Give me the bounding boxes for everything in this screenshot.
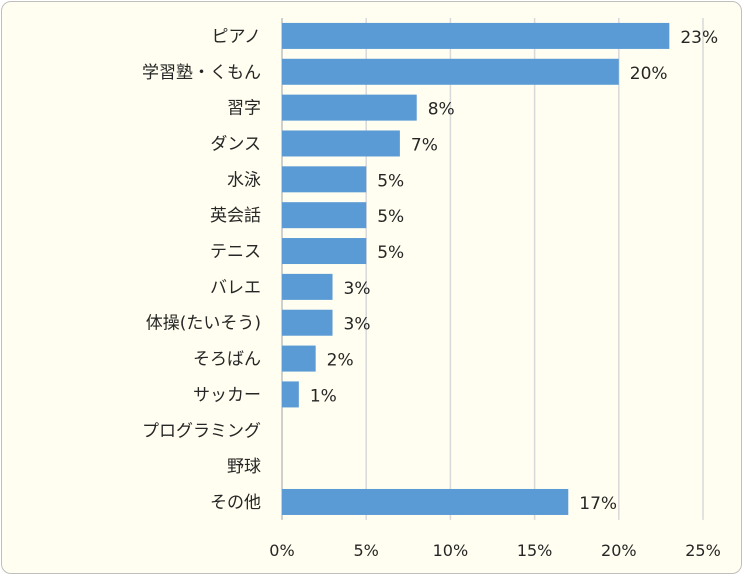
bar (282, 381, 299, 408)
bar (282, 309, 333, 336)
x-tick-label: 25% (685, 541, 721, 560)
category-label: 学習塾・くもん (142, 62, 261, 83)
x-tick-label: 15% (517, 541, 553, 560)
category-label: 野球 (227, 457, 261, 477)
category-label: そろばん (193, 350, 261, 370)
bar (282, 130, 400, 157)
bar (282, 94, 417, 121)
x-tick-label: 20% (601, 541, 637, 560)
bar (282, 238, 367, 265)
value-label: 5% (377, 243, 404, 263)
category-label: サッカー (193, 385, 261, 405)
bars (282, 22, 670, 515)
x-tick-label: 0% (269, 541, 294, 560)
x-tick-label: 10% (433, 541, 469, 560)
category-label: 英会話 (210, 206, 261, 226)
value-label: 3% (344, 315, 371, 335)
grid-lines (281, 18, 704, 520)
value-label: 1% (310, 386, 337, 406)
category-label: バレエ (210, 278, 261, 298)
category-label: テニス (210, 242, 261, 262)
bar (282, 58, 619, 85)
bar (282, 345, 316, 372)
category-label: 習字 (227, 99, 261, 119)
value-label: 7% (411, 135, 438, 155)
value-label: 3% (344, 279, 371, 299)
x-tick-labels: 0% 5% 10% 15% 20% 25% (269, 541, 720, 560)
bar (282, 22, 670, 49)
value-label: 20% (630, 64, 668, 84)
value-label: 5% (377, 171, 404, 191)
value-label: 5% (377, 207, 404, 227)
x-tick-label: 5% (354, 541, 379, 560)
bar (282, 488, 569, 515)
value-label: 23% (680, 28, 718, 48)
category-label: 水泳 (227, 170, 261, 190)
value-label: 17% (579, 494, 617, 514)
value-label: 2% (327, 351, 354, 371)
bar (282, 166, 367, 193)
category-label: プログラミング (142, 421, 261, 441)
category-label: その他 (210, 493, 261, 513)
category-label: 体操(たいそう) (146, 314, 261, 334)
value-labels: 23% 20% 8% 7% 5% 5% 5% 3% 3% 2% 1% 17% (310, 28, 718, 514)
value-label: 8% (428, 100, 455, 120)
bar (282, 273, 333, 300)
category-label: ダンス (210, 134, 261, 154)
category-label: ピアノ (212, 27, 261, 47)
bar (282, 202, 367, 229)
